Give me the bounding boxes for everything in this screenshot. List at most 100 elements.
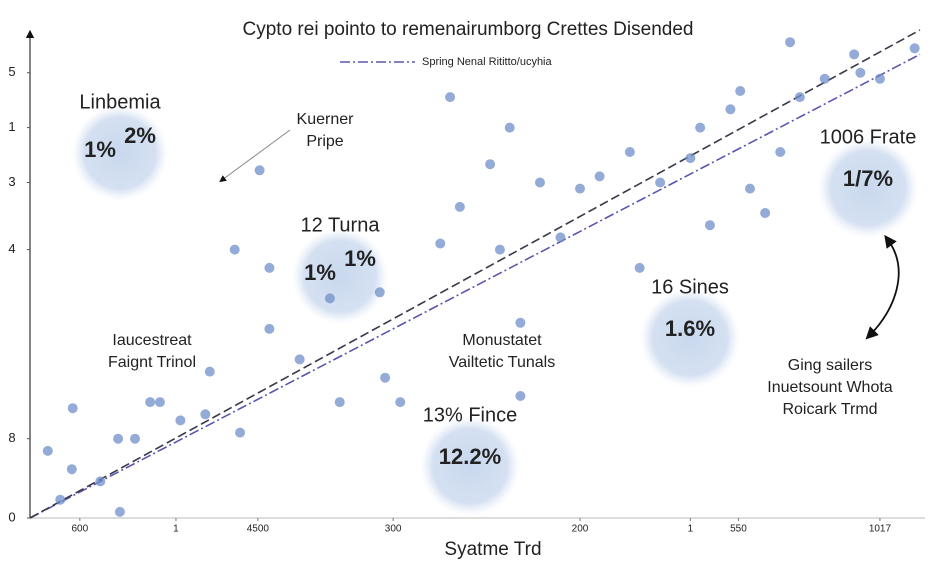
x-axis-label: Syatme Trd <box>444 539 541 560</box>
point <box>254 165 265 176</box>
point <box>695 122 706 133</box>
y-tick-label: 4 <box>8 241 15 256</box>
point <box>685 153 696 164</box>
note: Inuetsount Whota <box>767 379 893 396</box>
bubble <box>72 105 168 201</box>
point <box>145 397 156 408</box>
trend-line <box>29 29 921 519</box>
chart-title: Cypto rei pointo to remenairumborg Crett… <box>243 19 694 40</box>
point <box>775 147 786 157</box>
point <box>515 317 526 328</box>
point <box>655 177 666 188</box>
bubble-value: 1/7% <box>843 166 893 191</box>
point <box>760 208 771 218</box>
note: Faignt Trinol <box>108 354 196 371</box>
x-tick-label: 1 <box>688 524 694 535</box>
point <box>494 244 505 255</box>
point <box>725 104 736 115</box>
point <box>334 397 345 408</box>
point <box>66 464 77 475</box>
x-tick-label: 550 <box>730 524 747 535</box>
point <box>819 73 830 84</box>
x-tick-label: 1017 <box>869 524 892 535</box>
note: Roicark Trmd <box>782 401 877 418</box>
bubble-label: 12 Turna <box>301 214 381 236</box>
point <box>200 409 211 420</box>
x-tick-label: 200 <box>572 524 589 535</box>
arrow <box>865 234 900 340</box>
bubble-label: 1006 Frate <box>820 126 917 148</box>
point <box>485 159 496 170</box>
point <box>504 122 515 133</box>
bubble-value: 12.2% <box>439 444 501 469</box>
note: Monustatet <box>462 332 542 349</box>
point <box>235 427 246 438</box>
x-tick-label: 600 <box>71 524 88 535</box>
point <box>95 476 106 487</box>
bubble-value: 1% <box>304 260 336 285</box>
trend-line <box>29 53 921 519</box>
point <box>264 323 275 334</box>
point <box>575 183 586 194</box>
x-tick-label: 300 <box>385 524 402 535</box>
point <box>794 92 805 103</box>
note: Vailtetic Tunals <box>449 354 555 371</box>
point <box>264 262 275 273</box>
point <box>735 86 746 96</box>
y-tick-label: 8 <box>8 430 15 445</box>
point <box>445 92 456 103</box>
x-tick-label: 4500 <box>247 524 270 535</box>
bubble <box>640 288 740 388</box>
y-tick-label: 1 <box>8 119 15 134</box>
point <box>534 177 545 188</box>
point <box>855 67 866 78</box>
point <box>324 293 335 304</box>
y-tick-label: 5 <box>8 64 15 79</box>
point <box>380 372 391 383</box>
point <box>874 73 885 84</box>
bubble-value: 1.6% <box>665 316 715 341</box>
y-tick-label: 0 <box>8 509 15 524</box>
point <box>130 433 141 444</box>
point <box>634 262 645 273</box>
legend-label: Spring Nenal Rititto/ucyhia <box>422 56 553 68</box>
point <box>175 415 186 426</box>
note: Kuerner <box>297 111 355 128</box>
arrow <box>219 129 291 183</box>
point <box>113 433 124 444</box>
point <box>229 244 240 255</box>
point <box>294 354 305 365</box>
point <box>454 201 465 212</box>
point <box>745 183 756 194</box>
point <box>909 43 920 54</box>
bubble <box>818 138 918 238</box>
note: Iaucestreat <box>112 332 192 349</box>
bubble-label: Linbemia <box>79 91 161 113</box>
point <box>395 397 406 408</box>
point <box>154 397 165 408</box>
point <box>42 445 53 456</box>
point <box>849 49 860 60</box>
point <box>704 220 715 231</box>
bubble-value: 1% <box>84 137 116 162</box>
bubble <box>420 416 520 516</box>
point <box>374 287 385 298</box>
bubble-value: 1% <box>344 246 376 271</box>
point <box>555 232 566 243</box>
point <box>624 147 635 157</box>
bubble-label: 16 Sines <box>651 276 729 298</box>
bubble-value: 2% <box>124 123 156 148</box>
point <box>785 37 796 48</box>
note: Pripe <box>306 133 343 150</box>
point <box>67 403 78 414</box>
point <box>435 238 446 249</box>
bubble-label: 13% Fince <box>423 404 518 426</box>
point <box>594 171 605 182</box>
note: Ging sailers <box>788 357 872 374</box>
point <box>515 391 526 401</box>
point <box>55 494 66 505</box>
y-tick-label: 3 <box>8 174 15 189</box>
point <box>114 506 125 517</box>
point <box>204 366 215 377</box>
